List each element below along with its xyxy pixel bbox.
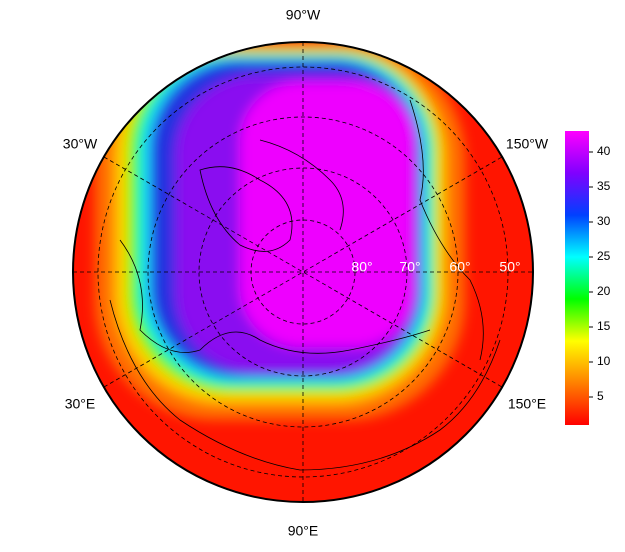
colorbar-tick-label: 30	[597, 214, 611, 228]
colorbar-tick-label: 35	[597, 179, 611, 193]
colorbar	[565, 131, 589, 425]
longitude-label: 30°W	[63, 136, 98, 152]
latitude-label: 50°	[499, 259, 520, 275]
latitude-label: 80°	[351, 259, 372, 275]
longitude-label: 90°W	[286, 7, 321, 23]
colorbar-tick-label: 20	[597, 284, 611, 298]
latitude-label: 60°	[449, 259, 470, 275]
map-border	[72, 41, 534, 503]
graticule	[73, 42, 533, 502]
colorbar-tick-label: 25	[597, 249, 611, 263]
colorbar-tick-label: 40	[597, 144, 611, 158]
longitude-label: 150°W	[506, 136, 549, 152]
longitude-label: 150°E	[508, 396, 546, 412]
longitude-label: 30°E	[65, 396, 96, 412]
colorbar-tick-label: 5	[597, 389, 604, 403]
map-field	[73, 42, 533, 502]
longitude-label: 90°E	[288, 523, 319, 539]
latitude-label: 70°	[399, 259, 420, 275]
colorbar-tick-label: 10	[597, 354, 611, 368]
coastlines	[109, 99, 501, 471]
colorbar-tick-label: 15	[597, 319, 611, 333]
